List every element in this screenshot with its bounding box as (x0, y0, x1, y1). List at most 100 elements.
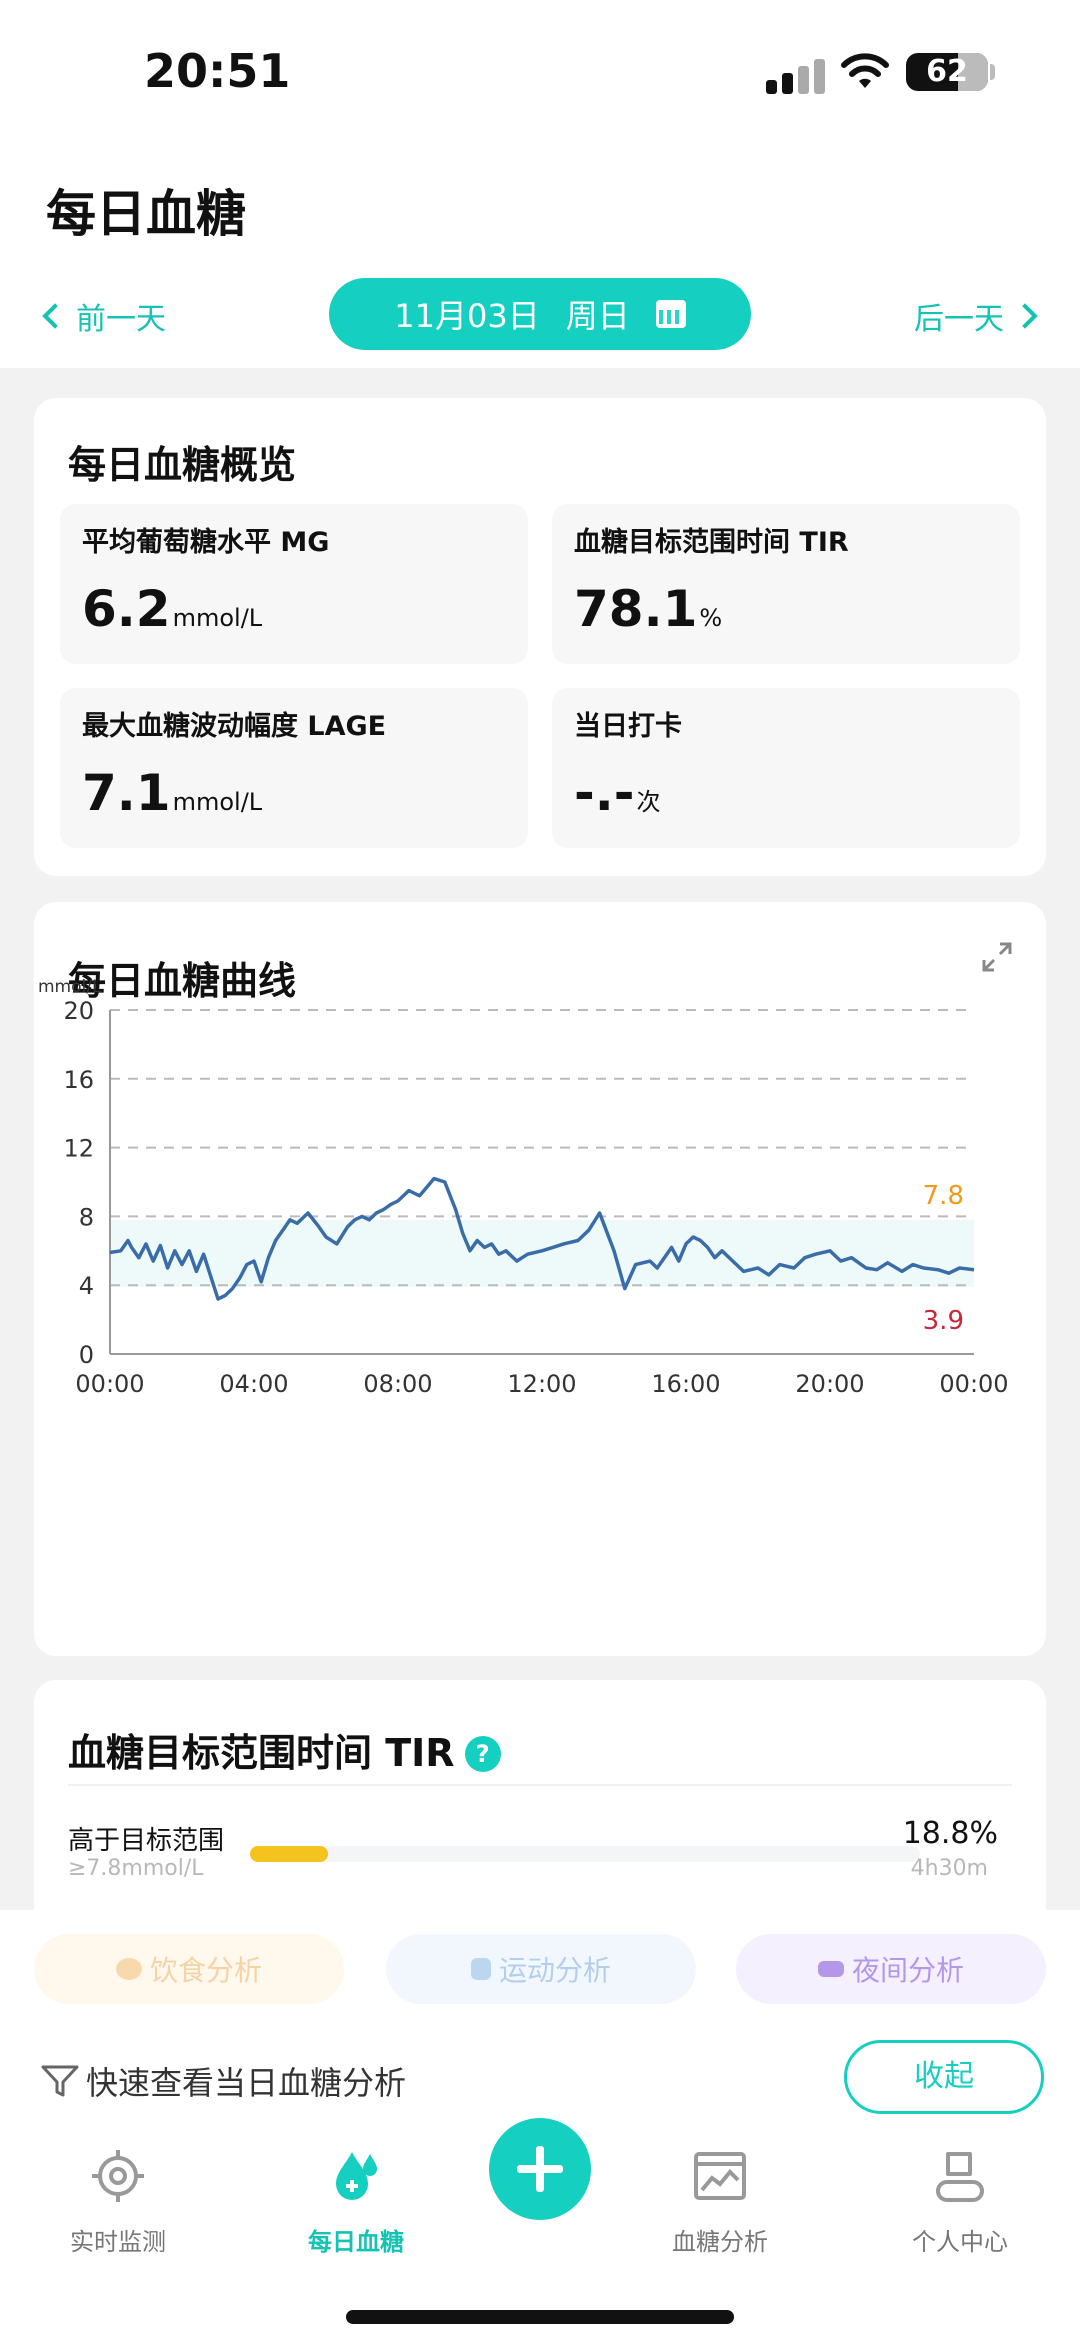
x-tick-label: 08:00 (363, 1370, 432, 1398)
sport-analysis-chip[interactable]: 运动分析 (386, 1934, 696, 2004)
tab-monitor[interactable]: 实时监测 (38, 2146, 198, 2257)
x-tick-label: 00:00 (75, 1370, 144, 1398)
tab-label: 个人中心 (912, 2228, 1008, 2256)
y-tick-label: 0 (79, 1341, 94, 1369)
tile-number: -.- (574, 764, 635, 822)
chip-label: 饮食分析 (149, 1954, 262, 1987)
x-tick-label: 00:00 (939, 1370, 1008, 1398)
x-tick-label: 16:00 (651, 1370, 720, 1398)
curve-title: 每日血糖曲线 (68, 959, 297, 1003)
bowl-icon (115, 1958, 142, 1980)
tir-row-label: 高于目标范围 (68, 1826, 225, 1856)
tir-row-percent: 18.8% (902, 1816, 998, 1851)
tir-bar-track (250, 1846, 920, 1862)
page-header: 每日血糖 前一天 11月03日 周日 后一天 (0, 140, 1080, 368)
target-icon (92, 2150, 144, 2202)
tir-row-sublabel: ≥7.8mmol/L (68, 1856, 204, 1881)
tile-value: -.-次 (574, 764, 661, 822)
page-title: 每日血糖 (46, 185, 246, 243)
weekday-label: 周日 (565, 297, 630, 335)
tile-number: 78.1 (574, 580, 698, 638)
bed-icon (817, 1961, 844, 1977)
tile-number: 6.2 (82, 580, 171, 638)
tile-value: 7.1mmol/L (82, 764, 262, 822)
glucose-line-chart[interactable]: 20 16 12 8 4 0 mmol/L 00:00 04:00 08:00 12:00 16:00… (34, 902, 1046, 1656)
wifi-icon (841, 53, 889, 88)
chevron-left-icon (42, 303, 68, 329)
battery-level: 62 (926, 54, 968, 89)
divider (68, 1784, 1012, 1786)
content-scroll[interactable]: 每日血糖概览 平均葡萄糖水平 MG 6.2mmol/L 血糖目标范围时间 TIR… (0, 368, 1080, 1910)
tile-checkin[interactable]: 当日打卡 -.-次 (552, 688, 1020, 848)
date-label: 11月03日 (394, 297, 540, 335)
tile-value: 6.2mmol/L (82, 580, 262, 638)
glucose-series-line (109, 1176, 975, 1301)
chevron-right-icon (1012, 303, 1038, 329)
low-threshold-label: 3.9 (923, 1306, 964, 1336)
chip-label: 夜间分析 (851, 1954, 964, 1987)
tir-row-duration: 4h30m (910, 1856, 988, 1881)
tab-daily[interactable]: 每日血糖 (276, 2146, 436, 2257)
collapse-button[interactable]: 收起 (844, 2040, 1044, 2114)
tile-lage: 最大血糖波动幅度 LAGE 7.1mmol/L (60, 688, 528, 848)
home-indicator (346, 2310, 734, 2324)
tir-title: 血糖目标范围时间 TIR? (68, 1722, 501, 1777)
y-unit-label: mmol/L (38, 977, 102, 997)
running-icon (470, 1958, 491, 1980)
tir-card: 血糖目标范围时间 TIR? 高于目标范围 ≥7.8mmol/L 18.8% 4h… (34, 1680, 1046, 1910)
glucose-curve-card: 每日血糖曲线 20 16 12 8 4 0 mmol/L 00:00 04:00 08:00 12:… (34, 902, 1046, 1656)
y-tick-label: 8 (79, 1203, 94, 1231)
tab-label: 实时监测 (70, 2228, 166, 2256)
tab-analysis[interactable]: 血糖分析 (640, 2146, 800, 2257)
expand-icon[interactable] (980, 940, 1014, 974)
x-tick-label: 04:00 (219, 1370, 288, 1398)
tile-mg: 平均葡萄糖水平 MG 6.2mmol/L (60, 504, 528, 664)
tile-label: 当日打卡 (574, 711, 682, 742)
tile-unit: % (699, 604, 723, 632)
chip-label: 运动分析 (498, 1954, 611, 1987)
y-tick-label: 12 (63, 1135, 94, 1163)
y-tick-label: 4 (79, 1272, 94, 1300)
diet-analysis-chip[interactable]: 饮食分析 (34, 1934, 344, 2004)
overview-title: 每日血糖概览 (68, 443, 297, 487)
tile-label: 最大血糖波动幅度 LAGE (82, 711, 387, 742)
status-bar: 20:51 62 (0, 0, 1080, 140)
prev-day-button[interactable]: 前一天 (42, 294, 166, 338)
tab-profile[interactable]: 个人中心 (880, 2146, 1040, 2257)
prev-day-label: 前一天 (76, 302, 166, 337)
bottom-panel: 饮食分析 运动分析 夜间分析 快速查看当日血糖分析 收起 实时监测 每日血糖 (0, 1910, 1080, 2341)
tile-unit: mmol/L (172, 788, 263, 816)
tir-bar-fill (250, 1846, 328, 1862)
y-tick-label: 16 (63, 1066, 94, 1094)
tile-value: 78.1% (574, 580, 722, 638)
next-day-label: 后一天 (914, 302, 1004, 337)
add-button[interactable] (489, 2118, 591, 2220)
date-picker-button[interactable]: 11月03日 周日 (329, 278, 751, 350)
filter-icon (41, 2065, 79, 2097)
tab-label: 每日血糖 (308, 2228, 404, 2256)
signal-icon (766, 58, 826, 94)
status-time: 20:51 (144, 44, 291, 98)
night-analysis-chip[interactable]: 夜间分析 (736, 1934, 1046, 2004)
x-tick-label: 12:00 (507, 1370, 576, 1398)
tile-number: 7.1 (82, 764, 171, 822)
quick-label: 快速查看当日血糖分析 (86, 2064, 407, 2102)
overview-card: 每日血糖概览 平均葡萄糖水平 MG 6.2mmol/L 血糖目标范围时间 TIR… (34, 398, 1046, 876)
blood-drop-icon (336, 2152, 377, 2200)
tile-unit: 次 (636, 788, 661, 816)
battery-icon: 62 (906, 53, 988, 91)
quick-analysis-filter[interactable]: 快速查看当日血糖分析 (40, 2058, 406, 2104)
battery-tip (990, 64, 995, 80)
tile-tir: 血糖目标范围时间 TIR 78.1% (552, 504, 1020, 664)
x-tick-label: 20:00 (795, 1370, 864, 1398)
high-threshold-label: 7.8 (923, 1181, 964, 1211)
person-icon (936, 2152, 984, 2202)
tile-label: 平均葡萄糖水平 MG (82, 527, 330, 558)
next-day-button[interactable]: 后一天 (914, 294, 1038, 338)
tile-unit: mmol/L (172, 604, 263, 632)
target-range-band (110, 1219, 974, 1287)
calendar-icon (655, 300, 686, 328)
tir-title-text: 血糖目标范围时间 TIR (68, 1731, 455, 1775)
chart-icon (694, 2152, 746, 2200)
help-icon[interactable]: ? (464, 1736, 501, 1772)
